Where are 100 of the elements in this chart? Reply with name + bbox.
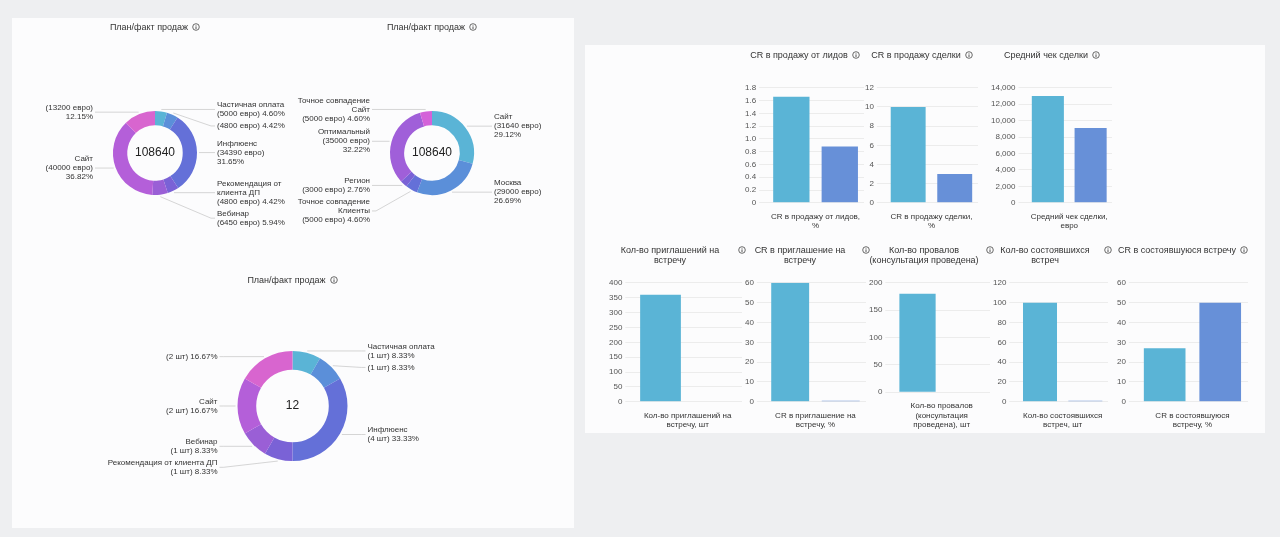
x-axis-title: CR в состоявшуюся встречу, % [1155, 410, 1230, 430]
data-label: (4800 евро) 4.42% [217, 121, 285, 131]
data-label: (3000 евро) 2.76% [302, 185, 370, 195]
y-tick-label: 20 [1116, 357, 1127, 367]
data-label: (1 шт) 8.33% [367, 362, 415, 372]
chart-title: CR в состоявшуюся встречу [1117, 245, 1237, 255]
y-tick-label: 50 [873, 360, 883, 370]
data-label: (4800 евро) 4.42% [217, 196, 285, 206]
data-label: (2 шт) 16.67% [166, 351, 218, 361]
slice-label: Точное совпадение Клиенты [297, 197, 371, 216]
text: 108640 [134, 145, 176, 160]
y-tick-label: 12,000 [991, 99, 1017, 109]
y-tick-label: 10 [1116, 377, 1127, 387]
y-tick-label: 100 [608, 367, 623, 377]
chart-title: Средний чек сделки [1004, 50, 1088, 60]
chart-title: CR в приглашение на встречу [753, 245, 847, 265]
y-tick-label: 60 [1116, 278, 1127, 287]
x-axis-title: CR в продажу сделки, % [890, 211, 973, 231]
data-label: (34390 евро) 31.65% [217, 147, 265, 166]
slice-label: Сайт [74, 154, 94, 164]
y-tick-label: 4,000 [995, 165, 1017, 175]
chart-title: Кол-во приглашений на встречу [619, 245, 721, 265]
y-tick-label: 14,000 [991, 83, 1017, 92]
y-tick-label: 2,000 [995, 181, 1017, 191]
data-label: (40000 евро) 36.82% [45, 163, 94, 182]
y-tick-label: 0 [749, 397, 755, 406]
y-tick-label: 1.6 [745, 95, 757, 105]
x-axis-title: Кол-во провалов (консультация проведена), шт [910, 401, 973, 430]
chart-title: Кол-во состоявшихся встреч [999, 245, 1091, 265]
y-tick-label: 0.2 [745, 185, 757, 195]
data-label: (35000 евро) 32.22% [322, 136, 371, 155]
y-tick-label: 150 [868, 305, 883, 315]
y-tick-label: 10,000 [991, 115, 1017, 125]
y-tick-label: 1.0 [745, 134, 757, 144]
y-tick-label: 20 [997, 377, 1007, 387]
y-tick-label: 40 [997, 357, 1007, 367]
data-label: (1 шт) 8.33% [170, 467, 218, 477]
y-tick-label: 400 [608, 278, 623, 287]
y-tick-label: 40 [744, 317, 755, 327]
x-axis-title: Средний чек сделки, евро [1030, 211, 1108, 231]
y-tick-label: 0 [1011, 198, 1017, 207]
y-tick-label: 300 [608, 307, 623, 317]
y-tick-label: 0 [751, 198, 757, 207]
data-label: (6450 евро) 5.94% [217, 217, 285, 227]
y-tick-label: 0 [869, 198, 875, 207]
slice-label: Частичная оплата [217, 100, 285, 110]
slice-label: Сайт [494, 112, 513, 122]
data-label: (5000 евро) 4.60% [302, 215, 370, 225]
y-tick-label: 0 [1121, 397, 1127, 406]
data-label: (13200 евро) 12.15% [45, 102, 94, 121]
x-axis-title: Кол-во приглашений на встречу, шт [643, 410, 732, 430]
y-tick-label: 0 [1001, 397, 1007, 406]
y-tick-label: 80 [997, 317, 1007, 327]
slice-label: Вебинар [217, 208, 250, 218]
slice-label: Частичная оплата [367, 341, 436, 351]
y-tick-label: 350 [608, 292, 623, 302]
y-tick-label: 4 [869, 159, 875, 169]
x-axis-title: CR в продажу от лидов, % [771, 211, 861, 231]
slice-label: Вебинар [185, 437, 219, 447]
y-tick-label: 1.8 [745, 83, 757, 92]
chart-title: План/факт продаж [386, 22, 466, 32]
y-tick-label: 6 [869, 140, 875, 150]
data-label: (5000 евро) 4.60% [302, 113, 370, 123]
y-tick-label: 0 [877, 387, 883, 397]
slice-label: Регион [344, 176, 370, 186]
data-label: (31640 евро) 29.12% [494, 121, 542, 140]
y-tick-label: 120 [992, 278, 1007, 287]
y-tick-label: 0.6 [745, 159, 757, 169]
y-tick-label: 100 [992, 297, 1007, 307]
data-label: (1 шт) 8.33% [170, 446, 218, 456]
y-tick-label: 40 [1116, 317, 1127, 327]
slice-label: Точное совпадение Сайт [297, 95, 371, 114]
y-tick-label: 6,000 [995, 148, 1017, 158]
chart-title: CR в продажу от лидов [750, 50, 848, 60]
y-tick-label: 250 [608, 322, 623, 332]
y-tick-label: 0.8 [745, 146, 757, 156]
slice-label: Инфлюенс [367, 425, 408, 435]
y-tick-label: 0.4 [745, 172, 757, 182]
y-tick-label: 30 [1116, 337, 1127, 347]
slice-label: Инфлюенс [217, 138, 258, 148]
chart-title: План/факт продаж [247, 275, 326, 285]
y-tick-label: 60 [997, 337, 1007, 347]
y-tick-label: 1.4 [745, 108, 757, 118]
slice-label: Москва [494, 178, 522, 188]
y-tick-label: 60 [744, 278, 755, 287]
y-tick-label: 200 [868, 278, 883, 287]
x-axis-title: CR в приглашение на встречу, % [775, 410, 857, 430]
chart-title: План/факт продаж [109, 22, 189, 32]
data-label: (29000 евро) 26.69% [494, 187, 542, 206]
y-tick-label: 30 [744, 337, 755, 347]
data-label: (1 шт) 8.33% [367, 350, 415, 360]
slice-label: Оптимальный [317, 127, 370, 137]
x-axis-title: Кол-во состоявшихся встреч, шт [1022, 410, 1103, 430]
y-tick-label: 100 [868, 332, 883, 342]
y-tick-label: 1.2 [745, 121, 757, 131]
data-label: (4 шт) 33.33% [367, 434, 419, 444]
y-tick-label: 150 [608, 352, 623, 362]
y-tick-label: 10 [864, 102, 875, 112]
y-tick-label: 10 [744, 377, 755, 387]
y-tick-label: 50 [744, 297, 755, 307]
